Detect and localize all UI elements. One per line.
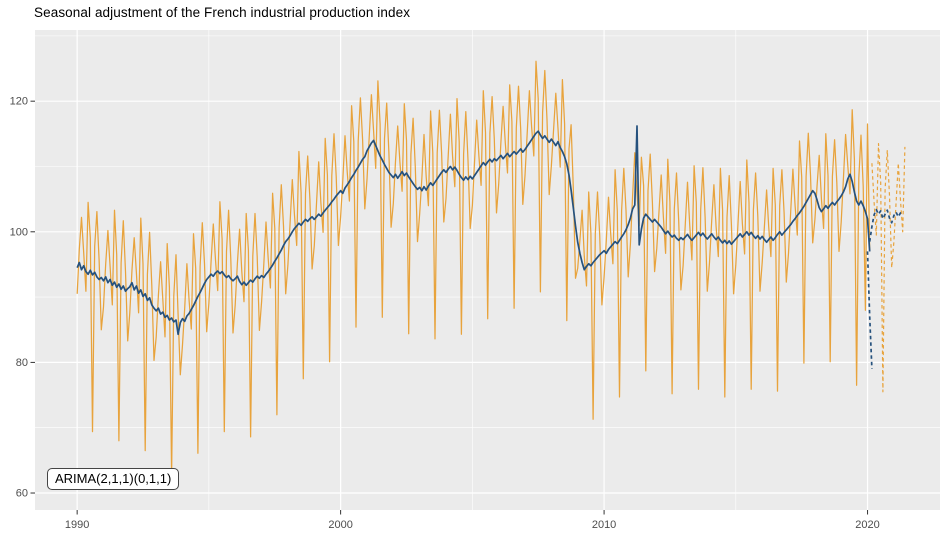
- y-axis-tick-label: 80: [16, 357, 28, 369]
- y-axis-tick-label: 120: [10, 96, 28, 108]
- y-axis-tick-label: 100: [10, 226, 28, 238]
- x-axis-tick-label: 2010: [592, 519, 616, 531]
- chart-title: Seasonal adjustment of the French indust…: [34, 5, 411, 20]
- series-ipi_raw: [76, 60, 871, 476]
- series-ipi_adjusted_tail: [866, 251, 873, 369]
- x-axis-tick-label: 2020: [855, 519, 879, 531]
- series-ipi_raw_forecast: [871, 143, 906, 393]
- x-axis-tick-label: 1990: [65, 519, 89, 531]
- series-ipi_adjusted_forecast: [868, 208, 904, 242]
- y-axis-tick-label: 60: [16, 488, 28, 500]
- model-annotation: ARIMA(2,1,1)(0,1,1): [47, 468, 180, 490]
- series-ipi_adjusted: [76, 125, 871, 336]
- x-axis-tick-label: 2000: [328, 519, 352, 531]
